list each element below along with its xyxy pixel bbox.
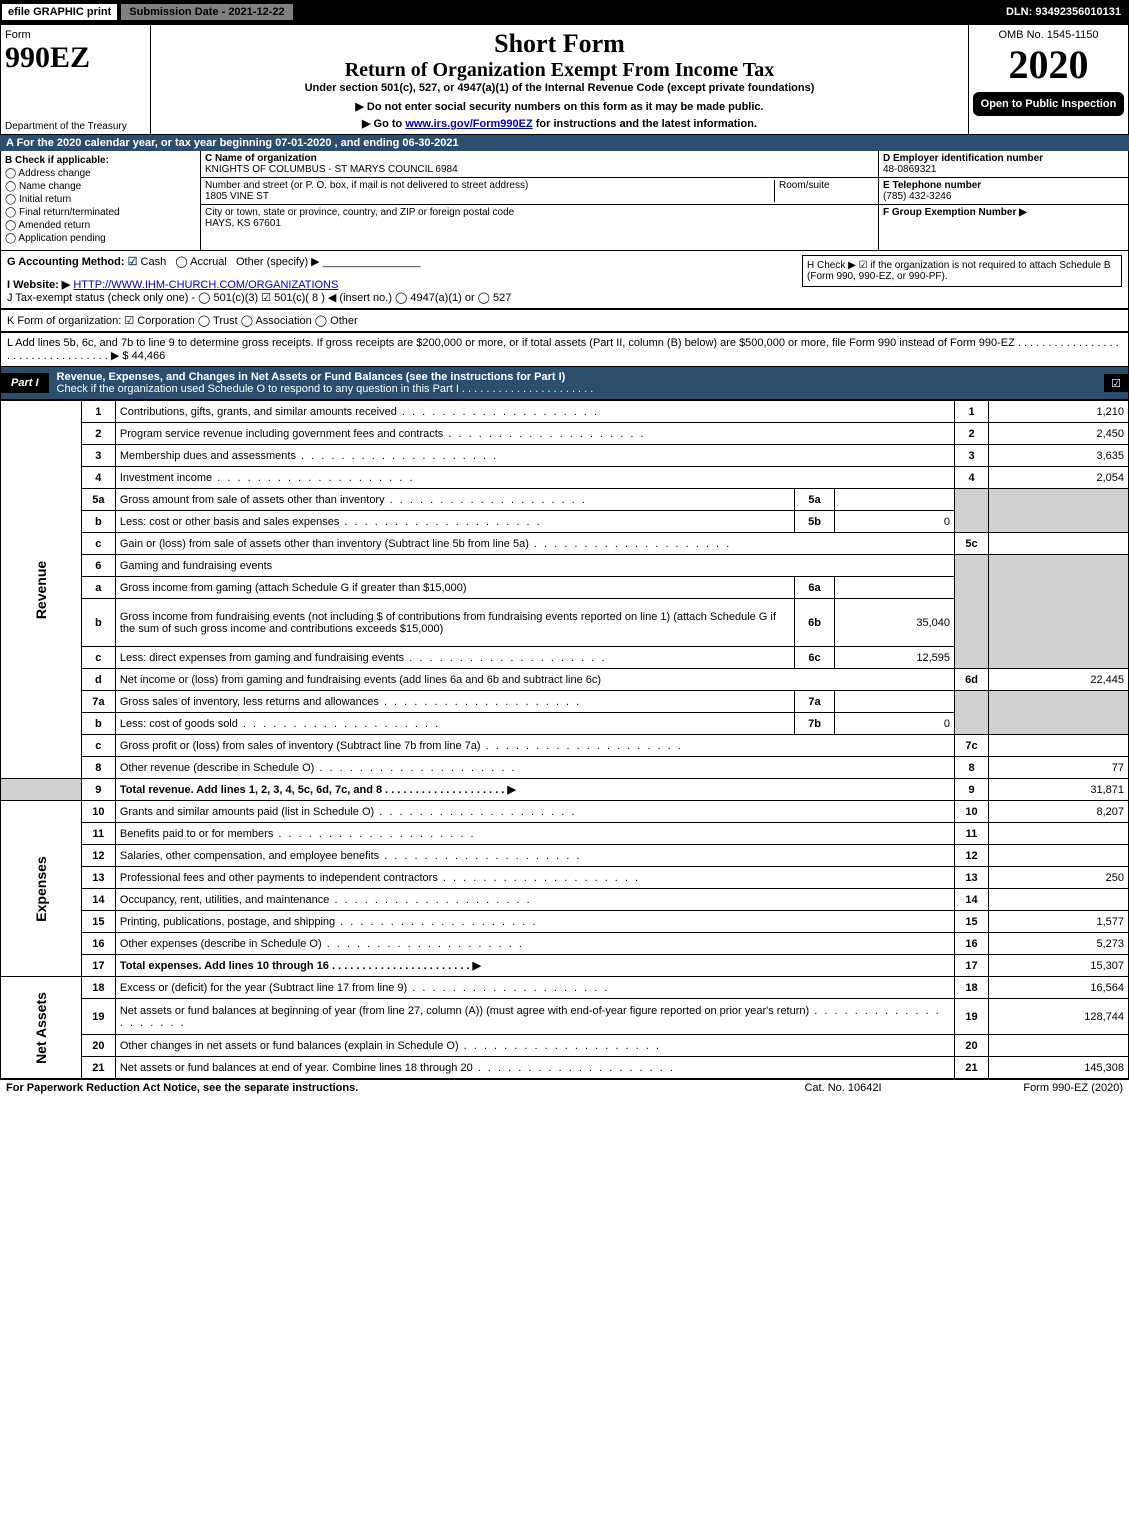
side-net: Net Assets bbox=[33, 992, 49, 1064]
row-7a: 7aGross sales of inventory, less returns… bbox=[1, 691, 1129, 713]
c-header: C Name of organization bbox=[205, 153, 317, 164]
tax-year: 2020 bbox=[973, 41, 1124, 88]
line-l: L Add lines 5b, 6c, and 7b to line 9 to … bbox=[0, 332, 1129, 367]
street-header: Number and street (or P. O. box, if mail… bbox=[205, 180, 528, 191]
line-k: K Form of organization: ☑ Corporation ◯ … bbox=[0, 309, 1129, 332]
open-public: Open to Public Inspection bbox=[973, 92, 1124, 116]
submission-date: Submission Date - 2021-12-22 bbox=[119, 2, 294, 22]
phone: (785) 432-3246 bbox=[883, 191, 951, 202]
part1-checkbox[interactable]: ☑ bbox=[1104, 374, 1128, 392]
row-11: 11Benefits paid to or for members11 bbox=[1, 823, 1129, 845]
row-13: 13Professional fees and other payments t… bbox=[1, 867, 1129, 889]
row-16: 16Other expenses (describe in Schedule O… bbox=[1, 933, 1129, 955]
row-12: 12Salaries, other compensation, and empl… bbox=[1, 845, 1129, 867]
goto-pre: ▶ Go to bbox=[362, 118, 405, 130]
row-21: 21Net assets or fund balances at end of … bbox=[1, 1057, 1129, 1079]
omb-number: OMB No. 1545-1150 bbox=[973, 29, 1124, 41]
city-header: City or town, state or province, country… bbox=[205, 207, 514, 218]
cat-no: Cat. No. 10642I bbox=[743, 1082, 943, 1094]
e-header: E Telephone number bbox=[883, 180, 981, 191]
part1-tag: Part I bbox=[1, 373, 49, 393]
org-city: HAYS, KS 67601 bbox=[205, 218, 281, 229]
org-street: 1805 VINE ST bbox=[205, 191, 269, 202]
row-9: 9Total revenue. Add lines 1, 2, 3, 4, 5c… bbox=[1, 779, 1129, 801]
row-10: Expenses10Grants and similar amounts pai… bbox=[1, 801, 1129, 823]
form-ref: Form 990-EZ (2020) bbox=[943, 1082, 1123, 1094]
d-header: D Employer identification number bbox=[883, 153, 1043, 164]
info-block: H Check ▶ ☑ if the organization is not r… bbox=[0, 251, 1129, 309]
h-box: H Check ▶ ☑ if the organization is not r… bbox=[802, 255, 1122, 287]
chk-initial[interactable]: ◯ Initial return bbox=[5, 194, 196, 205]
dln: DLN: 93492356010131 bbox=[998, 4, 1129, 20]
row-14: 14Occupancy, rent, utilities, and mainte… bbox=[1, 889, 1129, 911]
form-number: 990EZ bbox=[5, 41, 146, 75]
row-6: 6Gaming and fundraising events bbox=[1, 555, 1129, 577]
dept-treasury: Department of the Treasury bbox=[5, 121, 127, 132]
row-18: Net Assets18Excess or (deficit) for the … bbox=[1, 977, 1129, 999]
right-column: D Employer identification number 48-0869… bbox=[878, 151, 1128, 250]
side-expenses: Expenses bbox=[33, 853, 49, 925]
goto-line: ▶ Go to www.irs.gov/Form990EZ for instru… bbox=[159, 117, 960, 130]
row-15: 15Printing, publications, postage, and s… bbox=[1, 911, 1129, 933]
under-section: Under section 501(c), 527, or 4947(a)(1)… bbox=[159, 82, 960, 94]
top-bar: efile GRAPHIC print Submission Date - 20… bbox=[0, 0, 1129, 24]
check-header: B Check if applicable: bbox=[5, 155, 196, 166]
form-word: Form bbox=[5, 29, 146, 41]
line-j: J Tax-exempt status (check only one) - ◯… bbox=[7, 291, 1122, 304]
part1-check: Check if the organization used Schedule … bbox=[57, 383, 594, 395]
row-5a: 5aGross amount from sale of assets other… bbox=[1, 489, 1129, 511]
paperwork-notice: For Paperwork Reduction Act Notice, see … bbox=[6, 1082, 743, 1094]
website-link[interactable]: HTTP://WWW.IHM-CHURCH.COM/ORGANIZATIONS bbox=[73, 279, 338, 291]
part1-title: Revenue, Expenses, and Changes in Net As… bbox=[57, 371, 566, 383]
row-20: 20Other changes in net assets or fund ba… bbox=[1, 1035, 1129, 1057]
row-7c: cGross profit or (loss) from sales of in… bbox=[1, 735, 1129, 757]
entity-section: B Check if applicable: ◯ Address change … bbox=[0, 151, 1129, 251]
check-column: B Check if applicable: ◯ Address change … bbox=[1, 151, 201, 250]
org-column: C Name of organization KNIGHTS OF COLUMB… bbox=[201, 151, 878, 250]
row-19: 19Net assets or fund balances at beginni… bbox=[1, 999, 1129, 1035]
ein: 48-0869321 bbox=[883, 164, 936, 175]
form-header: Form 990EZ Department of the Treasury Sh… bbox=[0, 24, 1129, 135]
room-header: Room/suite bbox=[779, 180, 830, 191]
row-6d: dNet income or (loss) from gaming and fu… bbox=[1, 669, 1129, 691]
part1-header: Part I Revenue, Expenses, and Changes in… bbox=[0, 367, 1129, 400]
chk-final[interactable]: ◯ Final return/terminated bbox=[5, 207, 196, 218]
efile-label[interactable]: efile GRAPHIC print bbox=[0, 2, 119, 22]
period-bar: A For the 2020 calendar year, or tax yea… bbox=[0, 135, 1129, 151]
row-17: 17Total expenses. Add lines 10 through 1… bbox=[1, 955, 1129, 977]
row-8: 8Other revenue (describe in Schedule O)8… bbox=[1, 757, 1129, 779]
chk-pending[interactable]: ◯ Application pending bbox=[5, 233, 196, 244]
part1-table: Revenue 1 Contributions, gifts, grants, … bbox=[0, 400, 1129, 1079]
side-revenue: Revenue bbox=[33, 554, 49, 626]
short-form-title: Short Form bbox=[159, 29, 960, 59]
chk-address[interactable]: ◯ Address change bbox=[5, 168, 196, 179]
row-4: 4Investment income42,054 bbox=[1, 467, 1129, 489]
row-5c: cGain or (loss) from sale of assets othe… bbox=[1, 533, 1129, 555]
row-1: Revenue 1 Contributions, gifts, grants, … bbox=[1, 401, 1129, 423]
goto-post: for instructions and the latest informat… bbox=[533, 118, 757, 130]
footer: For Paperwork Reduction Act Notice, see … bbox=[0, 1079, 1129, 1096]
return-title: Return of Organization Exempt From Incom… bbox=[159, 59, 960, 82]
row-2: 2Program service revenue including gover… bbox=[1, 423, 1129, 445]
goto-link[interactable]: www.irs.gov/Form990EZ bbox=[405, 118, 532, 130]
chk-amended[interactable]: ◯ Amended return bbox=[5, 220, 196, 231]
org-name: KNIGHTS OF COLUMBUS - ST MARYS COUNCIL 6… bbox=[205, 164, 458, 175]
chk-name[interactable]: ◯ Name change bbox=[5, 181, 196, 192]
f-header: F Group Exemption Number ▶ bbox=[883, 207, 1027, 218]
row-3: 3Membership dues and assessments33,635 bbox=[1, 445, 1129, 467]
no-ssn-notice: ▶ Do not enter social security numbers o… bbox=[159, 100, 960, 113]
